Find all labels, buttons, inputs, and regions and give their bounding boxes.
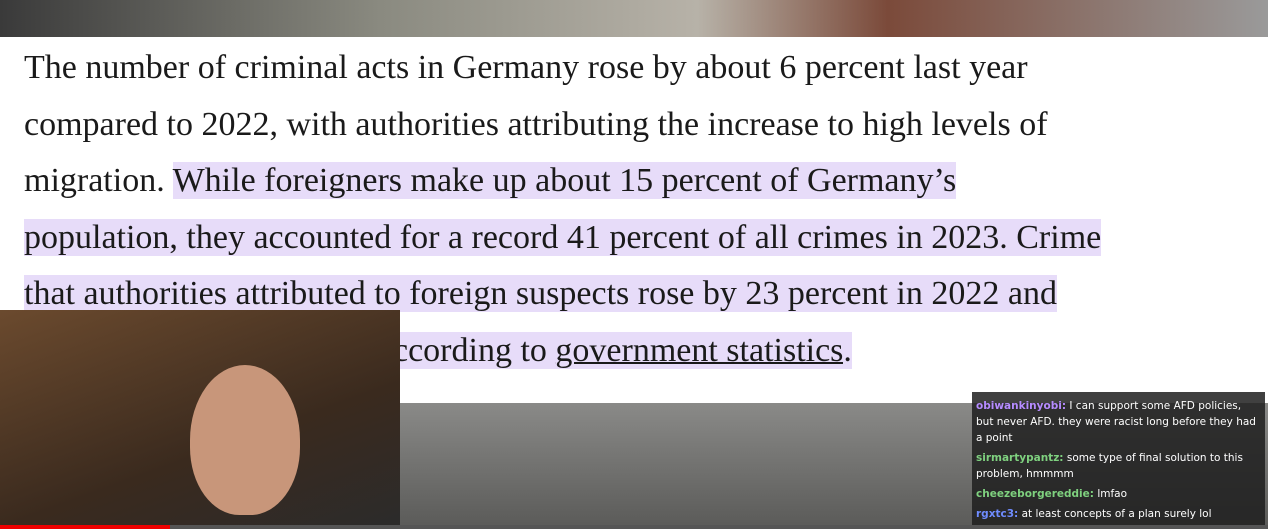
progress-track — [0, 525, 1268, 529]
chat-message: rgxtc3: at least concepts of a plan sure… — [976, 506, 1261, 522]
progress-bar — [0, 525, 170, 529]
text: The number of criminal acts in Germany r… — [24, 49, 1028, 86]
text: that authorities attributed to foreign s… — [24, 275, 1057, 312]
article: The number of criminal acts in Germany r… — [0, 37, 1268, 403]
text: . — [843, 331, 852, 369]
article-line: that authorities attributed to foreign s… — [24, 275, 1057, 313]
chat-message: sirmartypantz: some type of final soluti… — [976, 450, 1261, 482]
chat: obiwankinyobi: I can support some AFD po… — [972, 392, 1265, 529]
text: migration. — [24, 162, 173, 199]
article-line: The number of criminal acts in Germany r… — [24, 49, 1028, 87]
chat-user: obiwankinyobi: — [976, 400, 1067, 412]
text: population, they accounted for a record … — [24, 218, 1102, 256]
text: ccording to — [393, 331, 556, 369]
chat-user: sirmartypantz: — [976, 452, 1064, 464]
streamer — [190, 365, 300, 515]
text: While foreigners make up about 15 percen… — [172, 162, 957, 199]
article-line: population, they accounted for a record … — [24, 218, 1102, 257]
background-photo — [0, 0, 1268, 37]
text: compared to 2022, with authorities attri… — [24, 105, 1048, 143]
article-line: compared to 2022, with authorities attri… — [24, 106, 1048, 144]
article-line: ccording to government statistics. — [393, 331, 852, 370]
chat-text: at least concepts of a plan surely lol — [1021, 508, 1212, 520]
chat-user: rgxtc3: — [976, 508, 1019, 520]
webcam — [0, 310, 400, 529]
chat-text: some type of final solution to this prob… — [976, 452, 1243, 480]
article-line: migration. While foreigners make up abou… — [24, 162, 957, 200]
chat-text: I can support some AFD policies, but nev… — [976, 400, 1256, 444]
chat-text: lmfao — [1097, 488, 1128, 500]
chat-message: obiwankinyobi: I can support some AFD po… — [976, 398, 1261, 446]
chat-user: cheezeborgereddie: — [976, 488, 1094, 500]
chat-message: cheezeborgereddie: lmfao — [976, 486, 1261, 502]
link[interactable]: government statistics — [555, 331, 844, 369]
